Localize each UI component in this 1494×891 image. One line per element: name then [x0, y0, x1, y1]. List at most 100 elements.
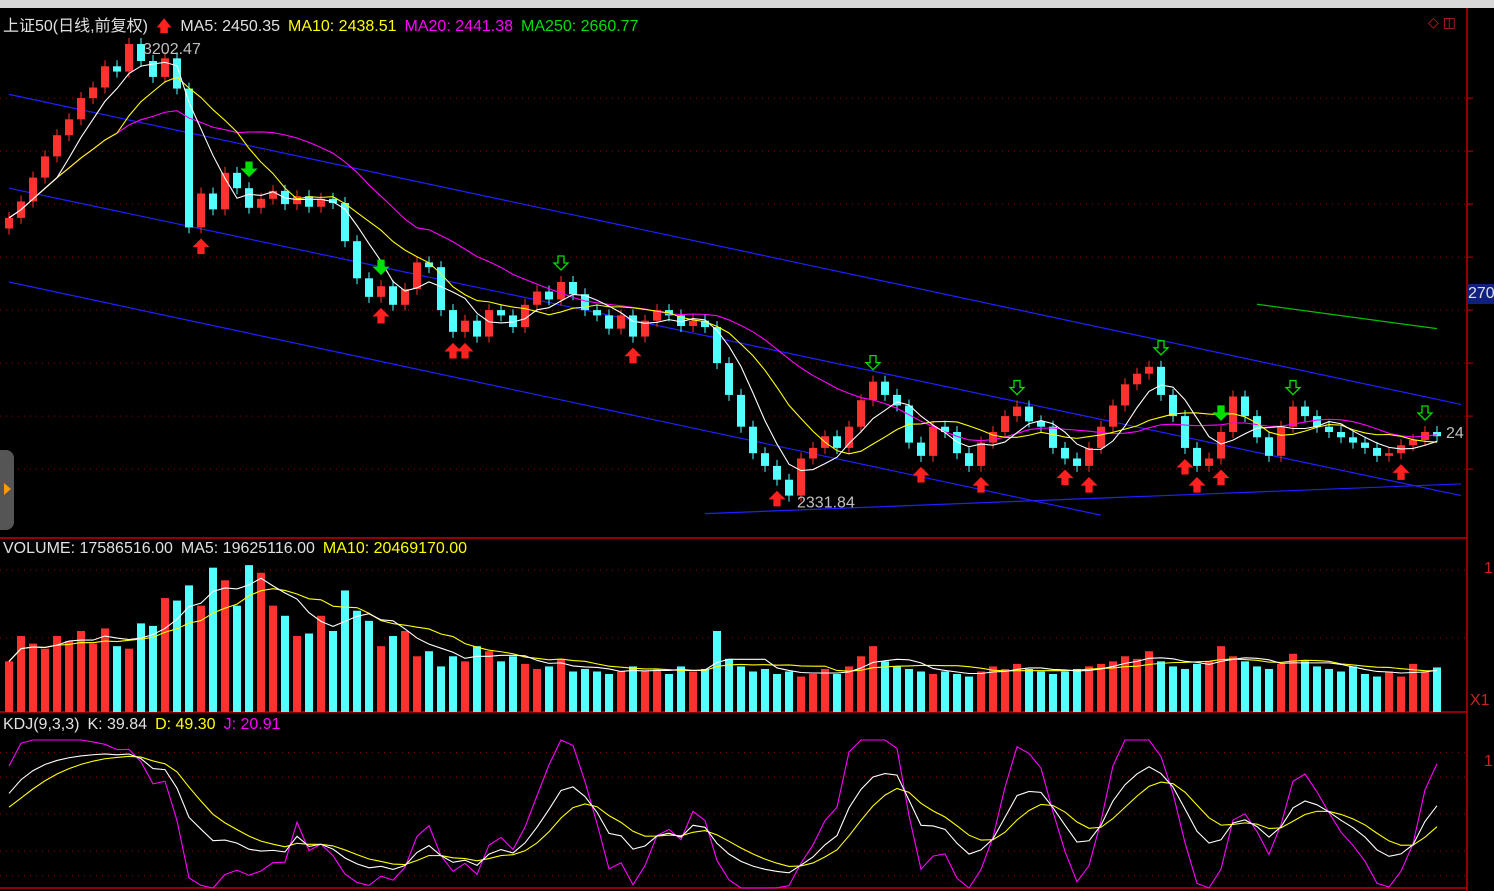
candle-body — [377, 286, 385, 297]
volume-bar — [617, 671, 625, 712]
sell-arrow-icon — [1416, 405, 1434, 421]
candle-body — [1085, 447, 1093, 466]
volume-bar — [113, 646, 121, 712]
candle-body — [581, 294, 589, 311]
candle-body — [1229, 396, 1237, 432]
candle-body — [497, 310, 505, 316]
volume-bar — [137, 623, 145, 712]
volume-bar — [329, 630, 337, 712]
volume-bar — [1229, 656, 1237, 712]
volume-bar — [545, 666, 553, 712]
candle-body — [1361, 442, 1369, 448]
buy-arrow-icon — [1392, 464, 1410, 480]
volume-bar — [1361, 674, 1369, 712]
volume-bar — [653, 668, 661, 712]
trend-channel-line — [8, 93, 1462, 406]
volume-bar — [473, 646, 481, 712]
trend-channel-line — [8, 187, 1462, 497]
volume-bar — [893, 666, 901, 712]
side-panel-toggle[interactable] — [0, 450, 14, 530]
candle-body — [1325, 426, 1333, 432]
ma5-line — [8, 61, 1438, 472]
volume-bar — [233, 605, 241, 712]
kdj-k-value: K: 39.84 — [87, 716, 148, 733]
volume-bar — [845, 666, 853, 712]
volume-bar — [17, 636, 25, 712]
candle-body — [1097, 426, 1105, 448]
candle-body — [1073, 458, 1081, 466]
volume-bar — [1217, 646, 1225, 712]
volume-bar — [1193, 663, 1201, 712]
candle-body — [5, 217, 13, 229]
candle-body — [437, 267, 445, 311]
low-price-label: 2331.84 — [797, 495, 855, 512]
candle-body — [449, 310, 457, 332]
volume-bar — [317, 615, 325, 712]
candle-body — [1109, 405, 1117, 427]
sell-arrow-icon — [1284, 379, 1302, 396]
volume-bar — [125, 648, 133, 712]
volume-ma5-value: MA5: 19625116.00 — [180, 540, 315, 557]
volume-bar — [797, 676, 805, 712]
volume-bar — [1001, 668, 1009, 712]
ma5-value: MA5: 2450.35 — [180, 18, 280, 35]
sell-arrow-icon — [240, 161, 258, 178]
candle-body — [29, 177, 37, 202]
sell-arrow-icon — [1152, 340, 1170, 356]
volume-bar — [1397, 676, 1405, 712]
candle-body — [1169, 394, 1177, 417]
volume-bar — [257, 572, 265, 712]
volume-bar — [629, 666, 637, 712]
candle-body — [101, 66, 109, 88]
kdj-j-value: J: 20.91 — [223, 716, 281, 733]
candle-body — [725, 363, 733, 395]
candle-body — [185, 88, 193, 228]
layout-icon[interactable]: ◫ — [1442, 14, 1456, 30]
volume-bar — [485, 651, 493, 712]
candle-body — [1181, 416, 1189, 448]
volume-bar — [1277, 663, 1285, 712]
candle-body — [941, 426, 949, 432]
volume-bar — [281, 615, 289, 712]
ma250-line — [1256, 303, 1438, 330]
volume-bar — [965, 676, 973, 712]
volume-bar — [53, 636, 61, 712]
volume-bar — [5, 661, 13, 712]
candle-body — [173, 58, 181, 89]
volume-bar — [1097, 663, 1105, 712]
volume-bar — [197, 605, 205, 712]
volume-unit-label: X1 — [1470, 692, 1490, 709]
diamond-icon[interactable]: ◇ — [1428, 14, 1439, 30]
candle-body — [89, 87, 97, 99]
panel-controls: ◇ ◫ — [1428, 14, 1456, 31]
volume-bar — [293, 636, 301, 712]
kdj-k-line — [8, 753, 1438, 874]
volume-bar — [701, 668, 709, 712]
candle-body — [677, 315, 685, 326]
volume-bar — [77, 630, 85, 712]
volume-bar — [917, 671, 925, 712]
volume-bar — [1349, 666, 1357, 712]
candle-body — [869, 381, 877, 401]
candle-body — [401, 288, 409, 305]
volume-bar — [305, 633, 313, 712]
candle-body — [605, 315, 613, 329]
candle-body — [293, 196, 301, 205]
kdj-j-line — [8, 739, 1438, 889]
candle-body — [245, 188, 253, 208]
candle-body — [917, 442, 925, 456]
ma10-value: MA10: 2438.51 — [287, 18, 397, 35]
candle-body — [197, 193, 205, 228]
buy-arrow-icon — [972, 477, 990, 493]
candle-body — [113, 66, 121, 72]
candle-body — [1133, 373, 1141, 385]
volume-bar — [725, 658, 733, 712]
buy-arrow-icon — [624, 347, 642, 364]
volume-bar — [665, 674, 673, 712]
trend-channel-line — [8, 281, 1102, 516]
sell-arrow-icon — [1212, 405, 1230, 421]
volume-bar — [425, 651, 433, 712]
volume-bar — [1145, 651, 1153, 712]
candle-body — [77, 98, 85, 120]
